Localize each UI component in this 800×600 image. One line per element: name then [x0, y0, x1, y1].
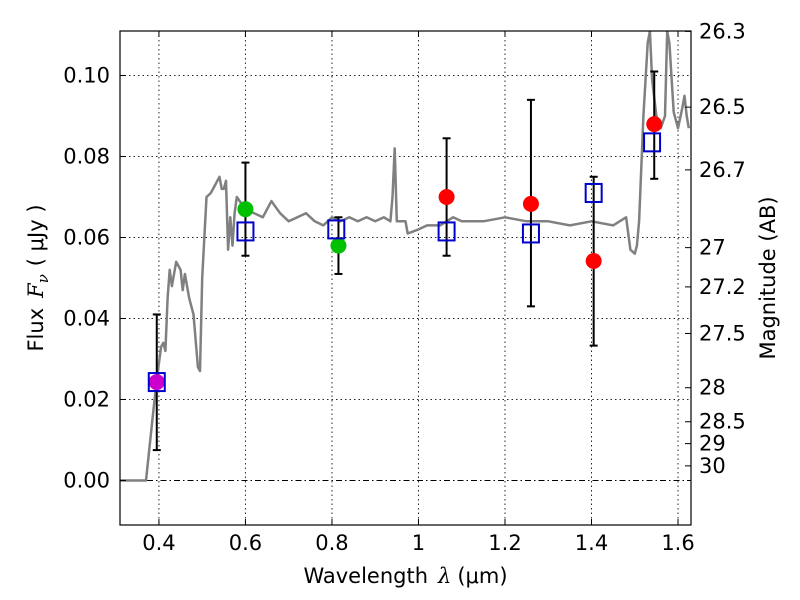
x-tick-label: 0.6 — [229, 531, 262, 555]
model-point — [584, 182, 603, 203]
axis-ticks: 0.4 0.6 0.8 1 1.2 1.4 1.6 0.00 0.02 0.04 0.06 0.08 0… — [63, 19, 746, 555]
right-tick-label: 30 — [699, 454, 726, 478]
model-point — [236, 221, 255, 242]
model-point — [521, 223, 540, 244]
right-tick-label: 27.2 — [699, 275, 746, 299]
model-point — [147, 372, 166, 393]
observed-point — [237, 201, 254, 218]
y-tick-label: 0.02 — [63, 387, 110, 411]
observed-point — [646, 116, 663, 133]
right-y-axis-label: Magnitude (AB) — [756, 196, 780, 359]
right-tick-label: 26.7 — [699, 158, 746, 182]
observed-point — [438, 189, 455, 206]
right-tick-label: 26.3 — [699, 19, 746, 43]
observed-point — [585, 252, 602, 269]
y-axis-label: FluxFν( μJy ) — [24, 204, 52, 351]
axis-labels: Wavelength λ (μm) FluxFν( μJy ) Magnitude … — [24, 196, 780, 588]
observed-point — [148, 374, 165, 391]
x-tick-label: 0.8 — [315, 531, 348, 555]
y-tick-label: 0.06 — [63, 226, 110, 250]
model-spectrum — [120, 31, 691, 482]
model-points — [147, 132, 662, 393]
y-tick-label: 0.04 — [63, 306, 110, 330]
right-tick-label: 27.5 — [699, 321, 746, 345]
error-bars — [152, 70, 659, 452]
right-tick-label: 27 — [699, 236, 726, 260]
x-tick-label: 0.4 — [142, 531, 175, 555]
x-tick-label: 1.2 — [488, 531, 521, 555]
right-tick-label: 29 — [699, 432, 726, 456]
x-tick-label: 1.6 — [661, 531, 694, 555]
x-tick-label: 1.4 — [575, 531, 608, 555]
plot-frame — [119, 30, 692, 526]
observed-points — [148, 116, 663, 391]
y-tick-label: 0.08 — [63, 145, 110, 169]
model-point — [437, 221, 456, 242]
model-point — [327, 219, 346, 240]
x-tick-label: 1 — [412, 531, 425, 555]
observed-point — [330, 237, 347, 254]
right-tick-label: 26.5 — [699, 95, 746, 119]
y-tick-label: 0.00 — [63, 468, 110, 492]
y-tick-label: 0.10 — [63, 64, 110, 88]
spectrum-line — [120, 31, 691, 482]
model-point — [643, 132, 662, 153]
grid — [120, 31, 691, 525]
x-axis-label: Wavelength λ (μm) — [303, 564, 507, 588]
right-tick-label: 28.5 — [699, 410, 746, 434]
right-tick-label: 28 — [699, 376, 726, 400]
observed-point — [522, 195, 539, 212]
